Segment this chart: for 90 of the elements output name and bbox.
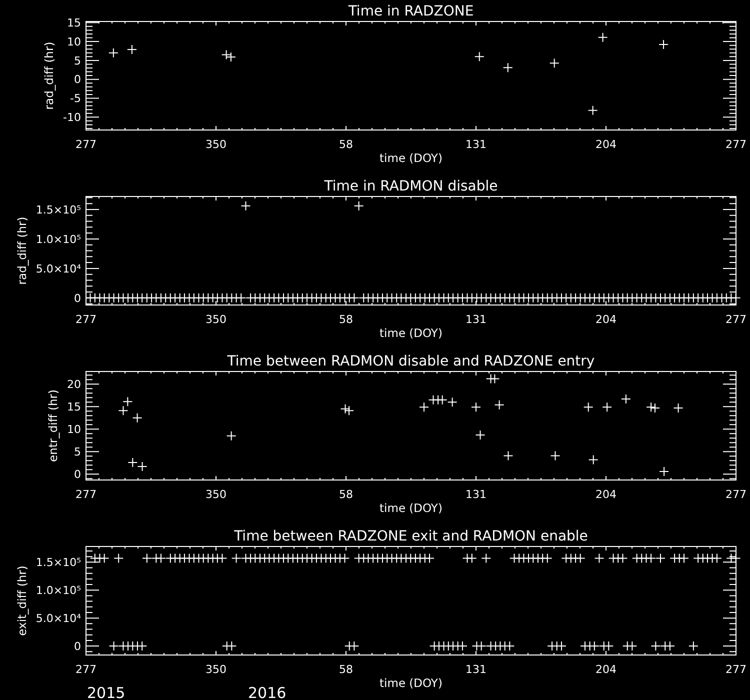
point [658,40,669,50]
x-tick-label: 58 [339,488,353,501]
y-tick-label: 10 [67,35,81,48]
x-tick-label: 350 [206,138,226,151]
point [474,52,484,62]
point [344,406,354,416]
point [108,48,118,58]
x-tick-label: 277 [726,663,746,676]
y-tick-label: 0 [74,73,81,86]
x-tick-label: 204 [596,663,616,676]
y-tick-label: 20 [67,378,81,391]
point [475,430,486,440]
y-tick-label: 0 [74,640,81,653]
point [122,396,133,407]
x-tick-label: 350 [206,313,226,326]
y-tick-label: -5 [70,92,81,106]
y-tick-label: 1.0×10⁵ [36,584,81,597]
point [503,450,514,461]
text: 2016 [248,684,286,700]
y-tick-label: -10 [63,110,81,124]
y-tick-label: 15 [67,16,81,30]
x-tick-label: 58 [339,663,353,676]
y-tick-label: 0 [74,468,81,481]
x-tick-label: 350 [206,663,226,676]
point [620,394,631,404]
y-tick-label: 15 [67,400,81,414]
point [137,461,148,472]
x-tick-label: 131 [466,488,486,501]
point [549,58,560,68]
x-tick-label: 58 [339,313,353,326]
x-tick-label: 277 [76,663,96,676]
point [447,397,458,408]
x-tick-label: 204 [596,313,616,326]
point [437,394,448,405]
x-tick-label: 131 [466,138,486,151]
y-tick-label: 5.0×10⁴ [36,262,82,276]
x-tick-label: 277 [76,313,96,326]
point [490,374,500,384]
point [494,400,504,410]
point [502,62,513,73]
x-axis-title: time (DOY) [380,151,442,165]
y-tick-label: 0 [74,292,81,305]
y-tick-label: 1.0×10⁵ [36,232,81,246]
x-tick-label: 277 [76,138,96,151]
x-axis-title: time (DOY) [380,676,442,690]
chart-title: Time between RADMON disable and RADZONE entry [226,354,595,370]
x-tick-label: 277 [726,138,746,151]
y-tick-label: 5.0×10⁴ [36,612,82,625]
point [602,402,612,412]
x-tick-label: 58 [339,138,353,151]
point [598,32,608,42]
y-axis-title: entr_diff (hr) [46,390,60,462]
x-tick-label: 350 [206,488,226,501]
point [588,105,598,116]
x-tick-label: 204 [596,138,616,151]
point [226,430,236,441]
point [550,450,560,461]
point [659,466,670,476]
point [673,402,684,413]
x-tick-label: 277 [76,488,96,501]
chart-title: Time in RADZONE [347,4,474,20]
point [650,402,660,413]
x-axis-title: time (DOY) [380,501,442,515]
text: 2015 [87,684,126,700]
point [132,412,142,423]
y-tick-label: 1.5×10⁵ [36,556,81,570]
y-axis-title: rad_diff (hr) [14,216,29,285]
y-tick-label: 5 [74,54,81,68]
y-axis-title: exit_diff (hr) [14,566,29,636]
x-tick-label: 131 [466,663,486,676]
point [471,402,481,412]
y-tick-label: 5 [74,445,81,458]
y-tick-label: 10 [67,422,81,436]
point [128,457,138,468]
chart-title: Time between RADZONE exit and RADMON enable [233,528,588,544]
point [646,402,656,412]
point [126,44,137,54]
point [588,454,598,465]
x-axis-title: time (DOY) [380,326,442,340]
y-axis-title: rad_diff (hr) [42,42,56,110]
x-tick-label: 204 [596,488,616,501]
point [583,402,594,412]
x-tick-label: 277 [726,488,746,501]
x-tick-label: 131 [466,313,486,326]
y-tick-label: 1.5×10⁵ [36,203,81,216]
point [340,404,350,414]
point [419,402,429,412]
x-tick-label: 277 [726,313,746,326]
point [118,406,128,416]
chart-title: Time in RADMON disable [323,178,498,194]
